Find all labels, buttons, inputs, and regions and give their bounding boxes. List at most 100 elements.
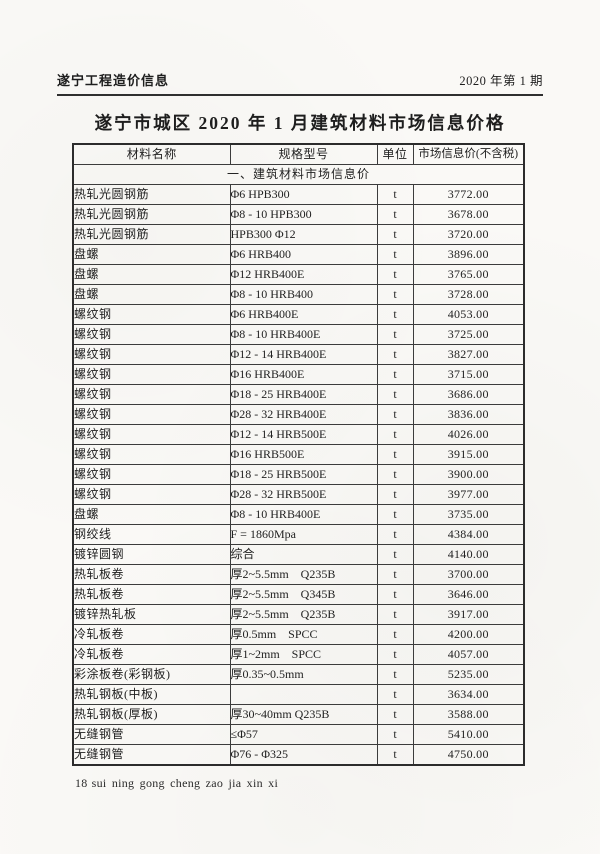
material-name-cell: 热轧钢板(厚板) [72, 704, 231, 725]
table-row: 盘螺 Φ12 HRB400E t 3765.00 [72, 264, 525, 285]
col-header-spec: 规格型号 [229, 143, 378, 165]
spec-cell: Φ16 HRB400E [229, 364, 378, 385]
table-row: 盘螺 Φ8 - 10 HRB400E t 3735.00 [72, 504, 525, 525]
unit-cell: t [376, 404, 414, 425]
material-name-cell: 螺纹钢 [72, 304, 231, 325]
table-row: 螺纹钢 Φ12 - 14 HRB400E t 3827.00 [72, 344, 525, 365]
material-name-cell: 热轧光圆钢筋 [72, 224, 231, 245]
spec-cell: Φ8 - 10 HRB400E [229, 504, 378, 525]
price-cell: 3686.00 [412, 384, 525, 405]
table-row: 热轧光圆钢筋 Φ6 HPB300 t 3772.00 [72, 184, 525, 205]
spec-cell: F = 1860Mpa [229, 524, 378, 545]
price-cell: 3896.00 [412, 244, 525, 265]
unit-cell: t [376, 264, 414, 285]
material-name-cell: 冷轧板卷 [72, 644, 231, 665]
table-row: 螺纹钢 Φ18 - 25 HRB400E t 3686.00 [72, 384, 525, 405]
spec-cell: Φ18 - 25 HRB500E [229, 464, 378, 485]
table-row: 热轧光圆钢筋 Φ8 - 10 HPB300 t 3678.00 [72, 204, 525, 225]
material-name-cell: 冷轧板卷 [72, 624, 231, 645]
table-row: 冷轧板卷 厚1~2mm SPCC t 4057.00 [72, 644, 525, 665]
material-name-cell: 热轧板卷 [72, 564, 231, 585]
spec-cell [229, 684, 378, 705]
spec-cell: 厚2~5.5mm Q235B [229, 564, 378, 585]
unit-cell: t [376, 204, 414, 225]
table-row: 螺纹钢 Φ8 - 10 HRB400E t 3725.00 [72, 324, 525, 345]
spec-cell: Φ76 - Φ325 [229, 744, 378, 766]
table-row: 无缝钢管 ≤Φ57 t 5410.00 [72, 724, 525, 745]
table-row: 螺纹钢 Φ16 HRB400E t 3715.00 [72, 364, 525, 385]
material-name-cell: 热轧钢板(中板) [72, 684, 231, 705]
unit-cell: t [376, 224, 414, 245]
price-cell: 4053.00 [412, 304, 525, 325]
spec-cell: 厚0.35~0.5mm [229, 664, 378, 685]
price-cell: 3700.00 [412, 564, 525, 585]
price-cell: 4026.00 [412, 424, 525, 445]
table-row: 镀锌圆钢 综合 t 4140.00 [72, 544, 525, 565]
table-row: 螺纹钢 Φ18 - 25 HRB500E t 3900.00 [72, 464, 525, 485]
spec-cell: Φ6 HPB300 [229, 184, 378, 205]
price-cell: 3765.00 [412, 264, 525, 285]
material-name-cell: 热轧光圆钢筋 [72, 184, 231, 205]
material-name-cell: 螺纹钢 [72, 404, 231, 425]
price-cell: 3836.00 [412, 404, 525, 425]
unit-cell: t [376, 244, 414, 265]
material-name-cell: 盘螺 [72, 284, 231, 305]
material-name-cell: 无缝钢管 [72, 724, 231, 745]
unit-cell: t [376, 664, 414, 685]
spec-cell: 厚0.5mm SPCC [229, 624, 378, 645]
price-cell: 3715.00 [412, 364, 525, 385]
price-cell: 3678.00 [412, 204, 525, 225]
spec-cell: 厚1~2mm SPCC [229, 644, 378, 665]
table-row: 热轧钢板(厚板) 厚30~40mm Q235B t 3588.00 [72, 704, 525, 725]
spec-cell: 厚2~5.5mm Q235B [229, 604, 378, 625]
table-row: 盘螺 Φ8 - 10 HRB400 t 3728.00 [72, 284, 525, 305]
price-cell: 4057.00 [412, 644, 525, 665]
spec-cell: ≤Φ57 [229, 724, 378, 745]
spec-cell: Φ6 HRB400E [229, 304, 378, 325]
journal-title: 遂宁工程造价信息 [57, 73, 170, 88]
price-cell: 3915.00 [412, 444, 525, 465]
price-cell: 3634.00 [412, 684, 525, 705]
unit-cell: t [376, 624, 414, 645]
table-row: 盘螺 Φ6 HRB400 t 3896.00 [72, 244, 525, 265]
material-name-cell: 彩涂板卷(彩钢板) [72, 664, 231, 685]
table-row: 彩涂板卷(彩钢板) 厚0.35~0.5mm t 5235.00 [72, 664, 525, 685]
footer-pinyin: sui ning gong cheng zao jia xin xi [91, 776, 279, 790]
spec-cell: Φ8 - 10 HRB400 [229, 284, 378, 305]
price-cell: 3728.00 [412, 284, 525, 305]
material-name-cell: 盘螺 [72, 504, 231, 525]
spec-cell: Φ12 - 14 HRB400E [229, 344, 378, 365]
material-name-cell: 热轧板卷 [72, 584, 231, 605]
price-cell: 3917.00 [412, 604, 525, 625]
unit-cell: t [376, 504, 414, 525]
spec-cell: Φ12 HRB400E [229, 264, 378, 285]
material-name-cell: 盘螺 [72, 244, 231, 265]
spec-cell: Φ8 - 10 HRB400E [229, 324, 378, 345]
material-name-cell: 螺纹钢 [72, 324, 231, 345]
unit-cell: t [376, 344, 414, 365]
unit-cell: t [376, 284, 414, 305]
unit-cell: t [376, 604, 414, 625]
material-name-cell: 螺纹钢 [72, 424, 231, 445]
table-row: 螺纹钢 Φ28 - 32 HRB500E t 3977.00 [72, 484, 525, 505]
table-row: 无缝钢管 Φ76 - Φ325 t 4750.00 [72, 744, 525, 766]
spec-cell: Φ12 - 14 HRB500E [229, 424, 378, 445]
material-name-cell: 螺纹钢 [72, 444, 231, 465]
spec-cell: HPB300 Φ12 [229, 224, 378, 245]
price-cell: 3720.00 [412, 224, 525, 245]
material-name-cell: 螺纹钢 [72, 344, 231, 365]
spec-cell: Φ28 - 32 HRB500E [229, 484, 378, 505]
spec-cell: Φ6 HRB400 [229, 244, 378, 265]
unit-cell: t [376, 564, 414, 585]
price-cell: 3772.00 [412, 184, 525, 205]
table-row: 钢绞线 F = 1860Mpa t 4384.00 [72, 524, 525, 545]
section-row: 一、建筑材料市场信息价 [72, 164, 525, 185]
unit-cell: t [376, 444, 414, 465]
unit-cell: t [376, 304, 414, 325]
material-name-cell: 镀锌热轧板 [72, 604, 231, 625]
section-title: 一、建筑材料市场信息价 [72, 164, 525, 185]
price-cell: 3735.00 [412, 504, 525, 525]
price-cell: 3827.00 [412, 344, 525, 365]
unit-cell: t [376, 324, 414, 345]
